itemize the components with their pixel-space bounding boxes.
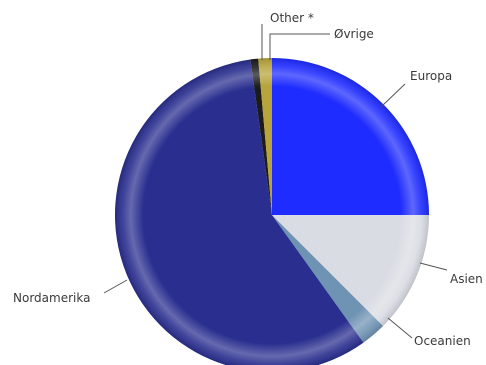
pie-leader-lines [103, 24, 448, 339]
pie-slices [115, 58, 429, 365]
pie-slice-europa [272, 58, 429, 215]
leader-line [103, 279, 128, 294]
leader-line [387, 317, 413, 339]
leader-line [269, 33, 330, 60]
pie-labels: Europa Asien Oceanien Nordamerika Other * Øvr… [13, 11, 483, 348]
slice-label: Other * [270, 11, 314, 25]
leader-line [381, 83, 406, 107]
slice-label: Nordamerika [13, 291, 90, 305]
slice-label: Oceanien [414, 334, 471, 348]
leader-line [419, 262, 448, 271]
slice-label: Europa [410, 69, 452, 83]
slice-label: Asien [450, 272, 483, 286]
slice-label: Øvrige [334, 27, 374, 41]
